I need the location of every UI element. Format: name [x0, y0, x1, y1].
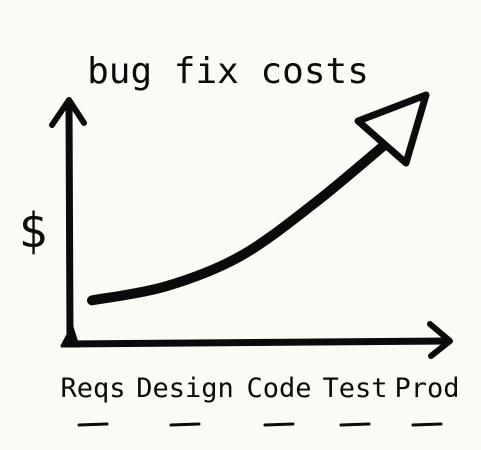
x-category-underline-design	[169, 422, 201, 427]
x-category-underline-prod	[411, 422, 443, 427]
x-category-label-prod: Prod	[394, 373, 459, 404]
series-layer	[87, 91, 430, 306]
x-category-underline-test	[339, 422, 371, 427]
x-category-underline-reqs	[77, 422, 109, 427]
x-category-label-code: Code	[246, 373, 311, 404]
axes	[49, 97, 453, 359]
y-axis-arrowhead	[49, 97, 87, 128]
cost-curve-line	[87, 137, 393, 306]
x-axis-line	[62, 337, 452, 348]
x-category-labels: Reqs Design Code Test Prod	[60, 373, 460, 427]
cost-curve-arrowhead	[354, 91, 430, 167]
x-category-underline-code	[263, 422, 295, 427]
y-axis-line	[65, 98, 74, 344]
x-category-label-reqs: Reqs	[60, 373, 125, 404]
chart-title: bug fix costs	[87, 51, 369, 92]
origin-mark	[60, 325, 80, 348]
x-axis-arrowhead	[427, 321, 453, 359]
y-axis-label: $	[19, 203, 48, 259]
x-category-label-design: Design	[136, 373, 234, 404]
x-category-label-test: Test	[322, 373, 387, 404]
